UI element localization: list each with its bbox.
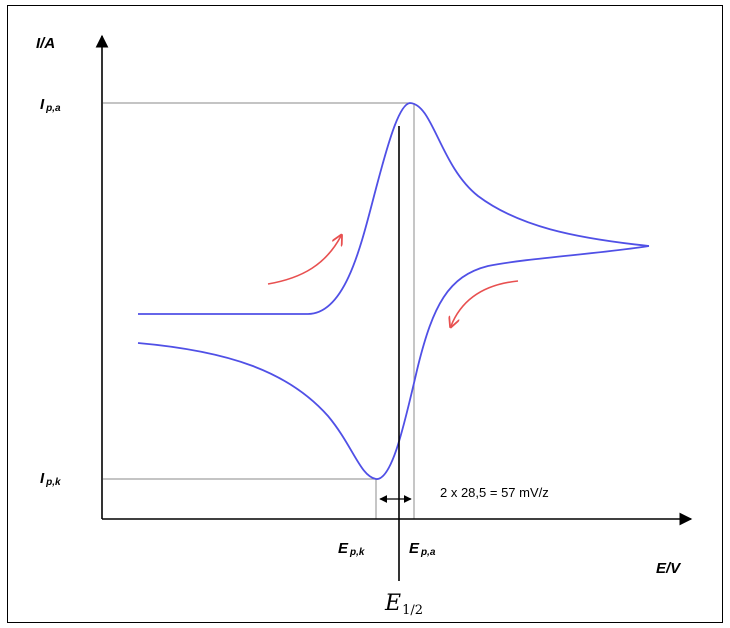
half-wave-label: E1/2 bbox=[384, 591, 423, 618]
y-axis-label: I/A bbox=[36, 35, 55, 52]
scan-direction-arrow-reverse bbox=[451, 280, 519, 326]
scan-direction-arrow-forward bbox=[267, 236, 341, 285]
series-forward-scan bbox=[138, 102, 650, 315]
separation-annotation: 2 x 28,5 = 57 mV/z bbox=[440, 485, 549, 500]
series-reverse-scan bbox=[137, 245, 650, 480]
x-axis-label: E/V bbox=[656, 560, 682, 577]
